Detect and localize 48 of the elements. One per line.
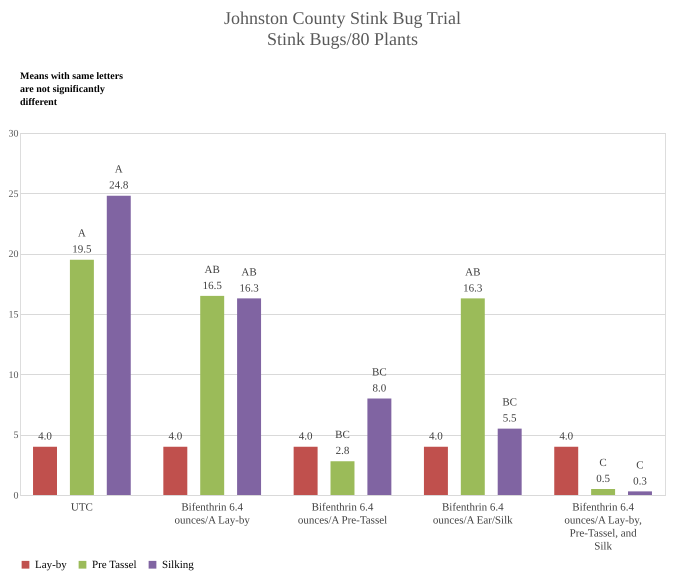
bar — [70, 260, 94, 495]
y-tick-label: 25 — [8, 188, 18, 200]
bar — [554, 446, 578, 495]
bar — [237, 298, 262, 495]
y-tick-label: 5 — [14, 430, 18, 442]
bar — [367, 398, 392, 495]
y-tick-label: 10 — [8, 370, 18, 381]
bar — [424, 446, 448, 495]
y-tick-label: 20 — [8, 249, 18, 260]
data-label: AB 16.5 — [202, 264, 222, 292]
data-label: 4.0 — [298, 430, 313, 443]
text: Means with same letters are not significantly different — [20, 71, 124, 108]
data-label: C 0.5 — [596, 456, 610, 485]
bar — [628, 491, 652, 495]
bar — [33, 446, 57, 495]
data-label: 4.0 — [559, 430, 574, 443]
x-tick-label: Bifenthrin 6.4 ounces/A Lay-by, Pre-Tassel, and Silk — [564, 502, 642, 552]
legend-label: Pre Tassel — [92, 558, 137, 571]
data-label: AB 16.3 — [239, 266, 260, 294]
data-label: BC 5.5 — [502, 396, 518, 425]
x-tick-label: UTC — [70, 502, 93, 514]
y-tick-label: 15 — [8, 310, 18, 320]
x-tick-label: Bifenthrin 6.4 ounces/A Lay-by — [174, 502, 250, 526]
data-label: AB 16.3 — [463, 266, 483, 294]
chart-title: Johnston County Stink Bug Trial — [224, 8, 462, 28]
data-label: A 19.5 — [72, 228, 92, 256]
data-label: 4.0 — [168, 430, 183, 443]
chart-subtitle: Stink Bugs/80 Plants — [266, 29, 418, 49]
bar — [498, 428, 522, 495]
bar — [591, 488, 616, 495]
x-tick-label: Bifenthrin 6.4 ounces/A Ear/Silk — [432, 502, 514, 526]
data-label: A 24.8 — [109, 164, 129, 192]
bar — [200, 296, 224, 495]
bar — [460, 298, 485, 495]
bar — [330, 461, 354, 495]
data-label: BC 8.0 — [372, 366, 387, 394]
data-label: C 0.3 — [633, 459, 648, 488]
legend-label: Lay-by — [35, 558, 68, 571]
y-tick-label: 0 — [14, 490, 18, 502]
legend-label: Silking — [162, 558, 194, 571]
bar — [294, 446, 318, 495]
y-tick-label: 30 — [8, 128, 18, 140]
data-label: BC 2.8 — [335, 429, 350, 458]
x-tick-label: Bifenthrin 6.4 ounces/A Pre-Tassel — [298, 502, 388, 526]
bar — [163, 446, 188, 495]
data-label: 4.0 — [429, 430, 444, 443]
data-label: 4.0 — [38, 430, 52, 443]
bar — [106, 196, 131, 495]
